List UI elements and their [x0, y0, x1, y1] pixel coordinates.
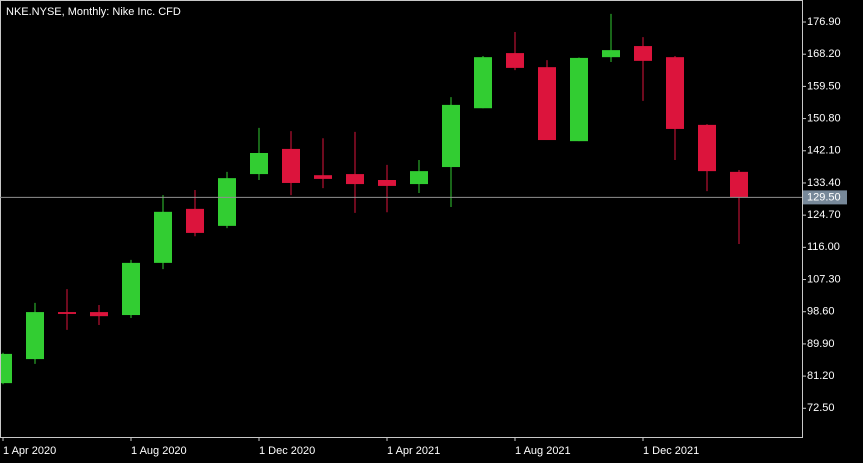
candle-body — [506, 53, 524, 68]
y-tick-label: 81.20 — [807, 370, 835, 382]
candle-body — [58, 312, 76, 314]
candle-body — [378, 180, 396, 186]
plot-area — [1, 13, 748, 385]
y-tick-label: 72.50 — [807, 402, 835, 414]
x-tick-label: 1 Apr 2021 — [387, 445, 440, 457]
candle-body — [186, 208, 204, 233]
x-tick-label: 1 Dec 2020 — [259, 445, 315, 457]
candle-body — [602, 50, 620, 58]
candle-body — [90, 312, 108, 317]
candle-body — [538, 67, 556, 141]
y-tick-label: 142.10 — [807, 145, 841, 157]
candle-body — [218, 178, 236, 226]
y-tick-label: 124.70 — [807, 209, 841, 221]
price-label-box — [803, 190, 847, 205]
y-tick-label: 133.40 — [807, 177, 841, 189]
y-tick-label: 89.90 — [807, 338, 835, 350]
candle-body — [570, 57, 588, 142]
candle-body — [1, 353, 12, 384]
candle-body — [122, 262, 140, 316]
candle-body — [250, 152, 268, 175]
candle-body — [730, 171, 748, 198]
candle-body — [282, 148, 300, 183]
y-tick-label: 98.60 — [807, 306, 835, 318]
y-tick-label: 159.50 — [807, 80, 841, 92]
candle-body — [346, 174, 364, 185]
candle-body — [634, 46, 652, 61]
candle-body — [154, 211, 172, 263]
candle-body — [314, 175, 332, 179]
x-tick-label: 1 Aug 2020 — [131, 445, 187, 457]
candle-body — [698, 124, 716, 172]
candle-body — [26, 312, 44, 360]
y-tick-label: 150.80 — [807, 112, 841, 124]
y-tick-label: 168.20 — [807, 48, 841, 60]
price-label: 129.50 — [807, 191, 841, 203]
x-tick-label: 1 Aug 2021 — [515, 445, 571, 457]
candle-body — [410, 171, 428, 185]
chart-title: NKE.NYSE, Monthly: Nike Inc. CFD — [6, 6, 181, 18]
candle-body — [474, 57, 492, 109]
x-tick-label: 1 Dec 2021 — [643, 445, 699, 457]
y-tick-label: 116.00 — [807, 241, 840, 253]
y-tick-label: 176.90 — [807, 16, 841, 28]
candle-body — [666, 57, 684, 129]
plot-frame — [0, 0, 803, 438]
candle-body — [442, 104, 460, 168]
x-tick-label: 1 Apr 2020 — [3, 445, 56, 457]
y-tick-label: 107.30 — [807, 273, 841, 285]
